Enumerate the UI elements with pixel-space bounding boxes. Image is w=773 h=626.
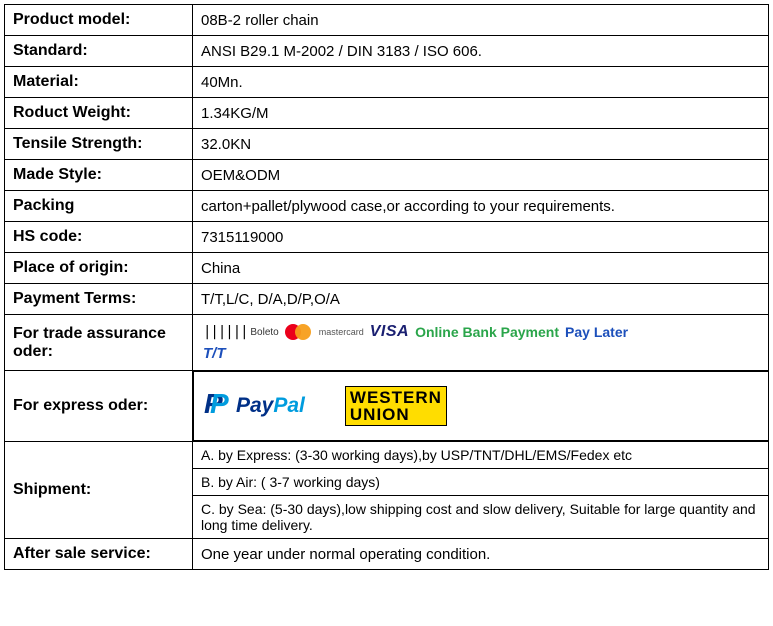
label-after-sale: After sale service:: [5, 539, 193, 570]
value-origin: China: [193, 253, 769, 284]
visa-icon: VISA: [370, 323, 409, 341]
shipment-option-b: B. by Air: ( 3-7 working days): [193, 469, 768, 496]
value-made-style: OEM&ODM: [193, 160, 769, 191]
western-union-icon: WESTERN UNION: [345, 386, 447, 426]
label-tensile: Tensile Strength:: [5, 129, 193, 160]
label-weight: Roduct Weight:: [5, 98, 193, 129]
label-standard: Standard:: [5, 36, 193, 67]
boleto-icon: |||||| Boleto: [203, 324, 279, 340]
label-trade-assurance: For trade assurance oder:: [5, 315, 193, 371]
label-product-model: Product model:: [5, 5, 193, 36]
label-made-style: Made Style:: [5, 160, 193, 191]
value-trade-assurance: |||||| Boleto mastercard VISA Online Ban…: [193, 315, 769, 371]
mastercard-label: mastercard: [319, 327, 364, 337]
label-payment-terms: Payment Terms:: [5, 284, 193, 315]
label-packing: Packing: [5, 191, 193, 222]
value-hs-code: 7315119000: [193, 222, 769, 253]
product-spec-table: Product model: 08B-2 roller chain Standa…: [4, 4, 769, 570]
value-tensile: 32.0KN: [193, 129, 769, 160]
tt-label: T/T: [203, 345, 758, 362]
value-product-model: 08B-2 roller chain: [193, 5, 769, 36]
paypal-icon: PP PayPal: [204, 394, 305, 418]
value-shipment: A. by Express: (3-30 working days),by US…: [193, 442, 769, 539]
label-origin: Place of origin:: [5, 253, 193, 284]
shipment-option-a: A. by Express: (3-30 working days),by US…: [193, 442, 768, 469]
value-standard: ANSI B29.1 M-2002 / DIN 3183 / ISO 606.: [193, 36, 769, 67]
pay-later-label: Pay Later: [565, 324, 628, 340]
value-material: 40Mn.: [193, 67, 769, 98]
value-packing: carton+pallet/plywood case,or according …: [193, 191, 769, 222]
mastercard-icon: [285, 324, 311, 340]
label-material: Material:: [5, 67, 193, 98]
shipment-option-c: C. by Sea: (5-30 days),low shipping cost…: [193, 496, 768, 539]
label-shipment: Shipment:: [5, 442, 193, 539]
value-weight: 1.34KG/M: [193, 98, 769, 129]
label-hs-code: HS code:: [5, 222, 193, 253]
value-after-sale: One year under normal operating conditio…: [193, 539, 769, 570]
value-payment-terms: T/T,L/C, D/A,D/P,O/A: [193, 284, 769, 315]
value-express-order: PP PayPal WESTERN UNION: [193, 371, 769, 441]
online-bank-payment-label: Online Bank Payment: [415, 324, 559, 340]
label-express-order: For express oder:: [5, 371, 193, 442]
